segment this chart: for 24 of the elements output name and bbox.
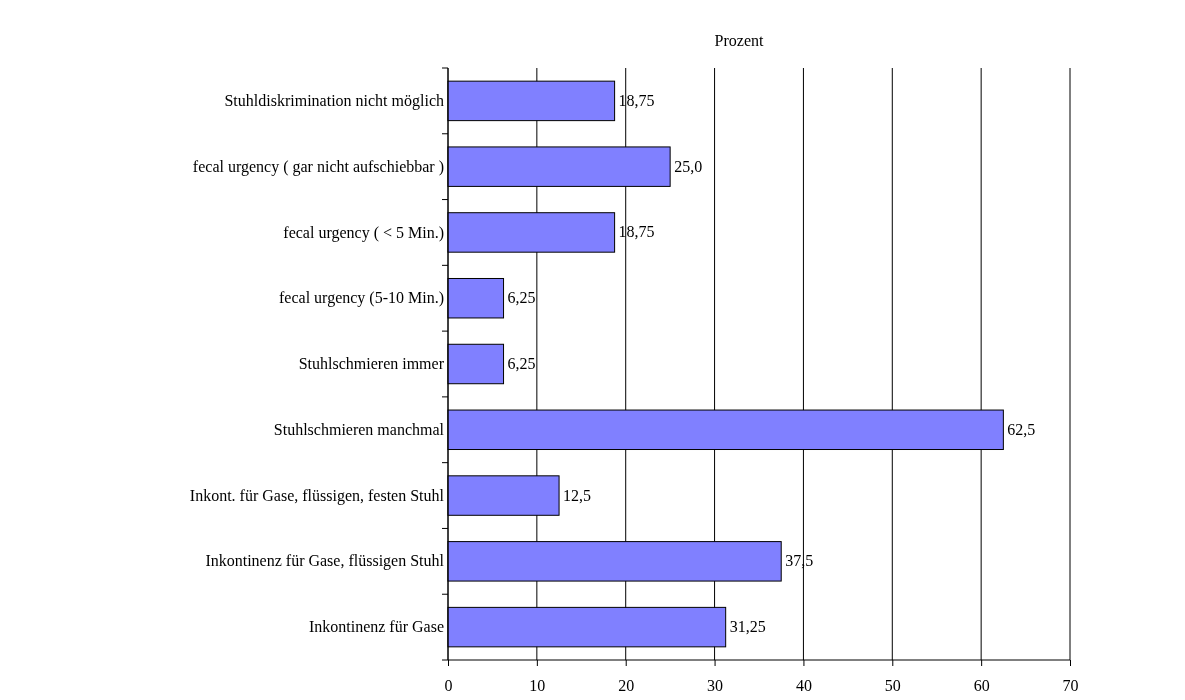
x-tick-label: 10	[529, 677, 546, 695]
x-tick-label: 0	[444, 677, 453, 695]
y-tick-label: fecal urgency ( < 5 Min.)	[283, 223, 444, 242]
data-label: 6,25	[507, 355, 536, 372]
x-tick-label: 40	[795, 677, 812, 695]
y-tick-label: fecal urgency (5-10 Min.)	[279, 289, 444, 308]
data-label: 31,25	[729, 618, 766, 636]
y-tick-label: fecal urgency ( gar nicht aufschiebbar )	[192, 157, 444, 176]
x-tick-label: 20	[618, 677, 635, 695]
data-label: 62,5	[1007, 420, 1036, 438]
y-tick-label: Stuhlschmieren manchmal	[273, 420, 445, 438]
data-label: 25,0	[674, 157, 703, 175]
x-tick-label: 50	[884, 677, 901, 695]
data-label: 6,25	[507, 289, 536, 307]
y-tick-label: Stuhldiskrimination nicht möglich	[224, 92, 444, 111]
x-tick-label: 60	[973, 677, 990, 695]
x-tick-label: 30	[707, 677, 724, 695]
chart-title: Prozent	[714, 32, 764, 49]
y-tick-label: Stuhlschmieren immer	[298, 355, 445, 373]
y-tick-label: Inkontinenz für Gase	[308, 618, 444, 636]
data-label: 12,5	[563, 486, 592, 504]
y-tick-label: Inkontinenz für Gase, flüssigen Stuhl	[205, 552, 445, 571]
x-tick-label: 70	[1062, 677, 1079, 695]
y-tick-label: Inkont. für Gase, flüssigen, festen Stuhl	[189, 486, 445, 505]
